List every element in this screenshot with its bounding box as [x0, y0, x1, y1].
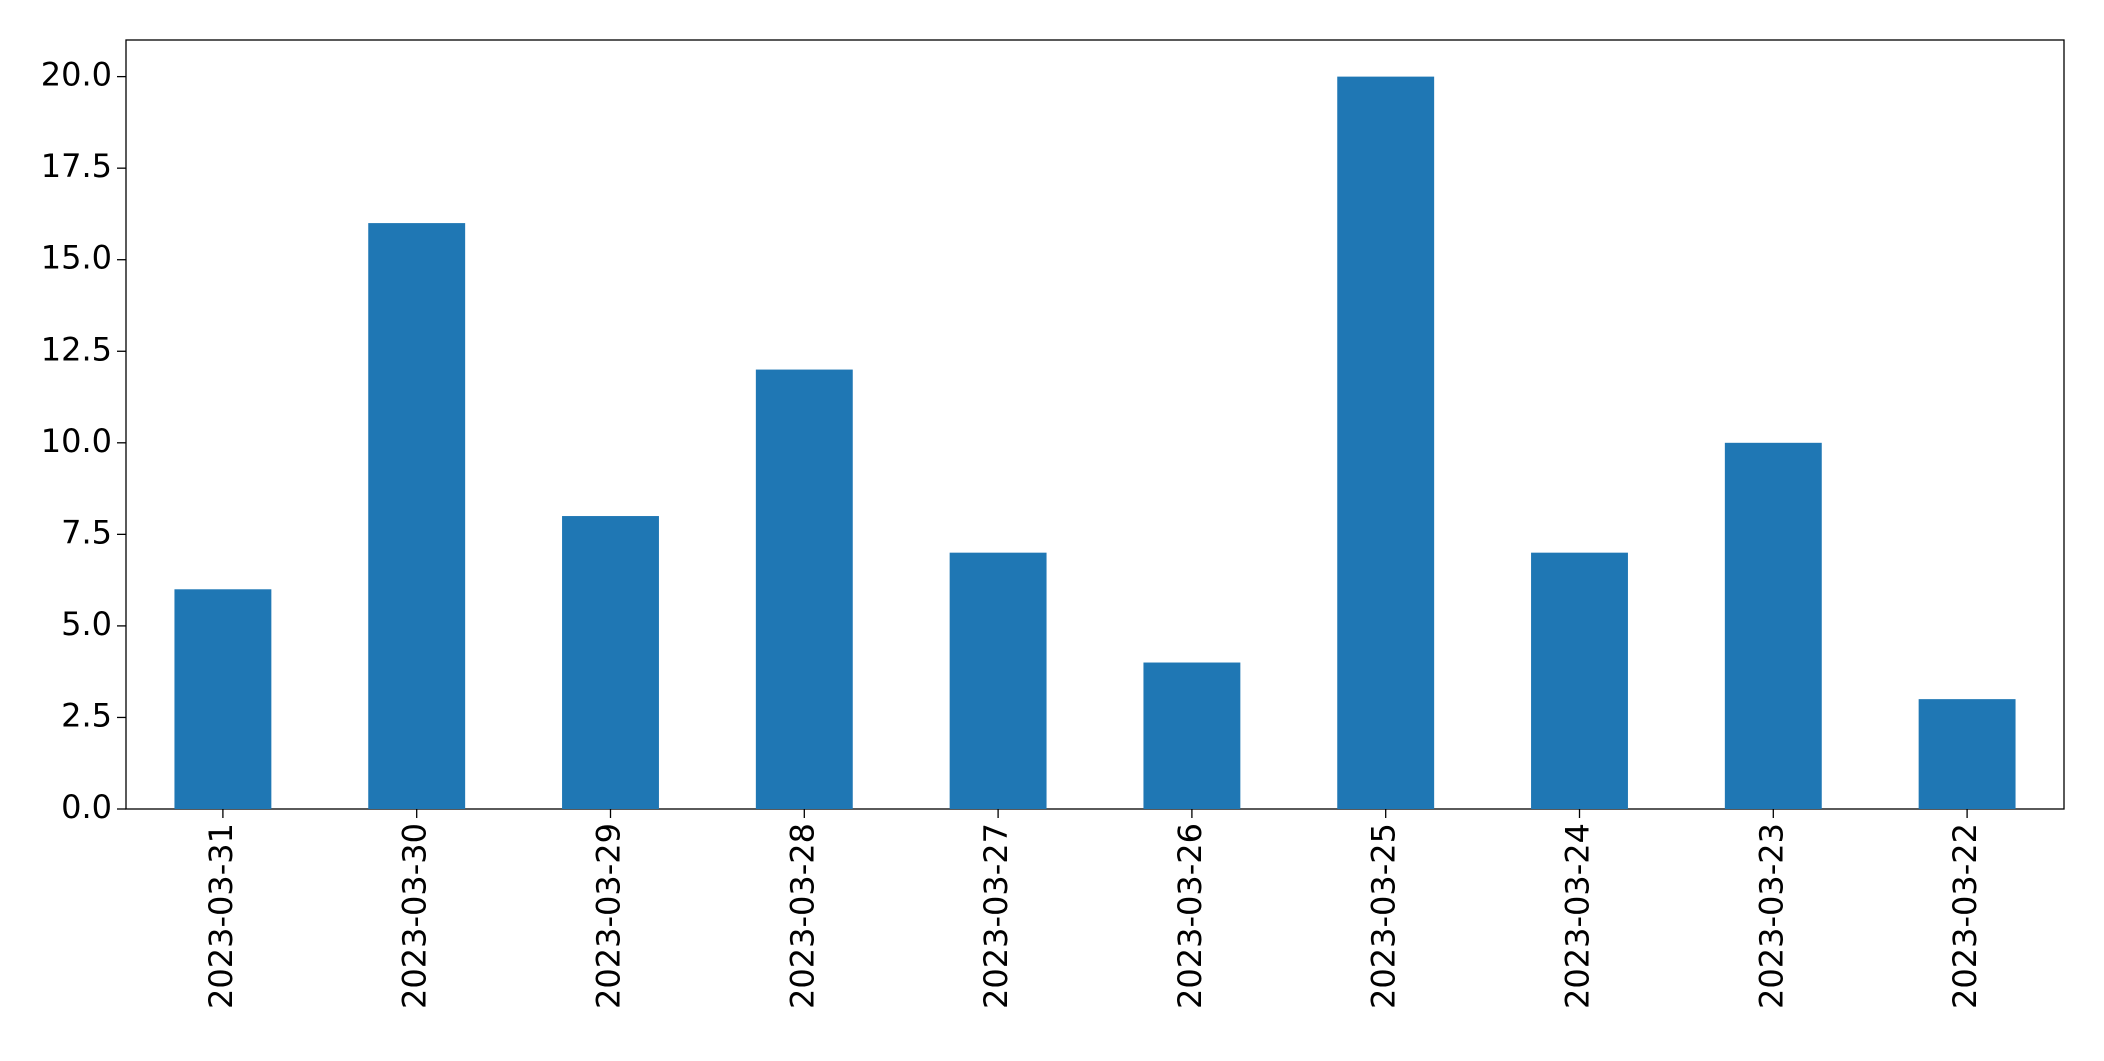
bar — [562, 516, 659, 809]
x-tick-label: 2023-03-25 — [1365, 823, 1403, 1009]
y-tick-label: 0.0 — [61, 788, 112, 826]
bar — [1724, 442, 1822, 809]
x-tick-label: 2023-03-27 — [977, 823, 1015, 1009]
x-tick-label: 2023-03-22 — [1946, 823, 1984, 1009]
x-tick-label: 2023-03-24 — [1559, 823, 1597, 1009]
y-tick-label: 12.5 — [41, 330, 112, 368]
bar — [1337, 76, 1435, 810]
bar — [174, 589, 272, 809]
bar — [1531, 552, 1628, 809]
x-tick-label: 2023-03-29 — [590, 823, 628, 1009]
x-tick-label: 2023-03-26 — [1171, 823, 1209, 1009]
x-tick-label: 2023-03-30 — [396, 823, 434, 1009]
bar — [949, 552, 1047, 809]
bar — [368, 223, 466, 810]
y-tick-label: 5.0 — [61, 605, 112, 643]
axes-frame — [125, 39, 2065, 810]
bar — [1143, 662, 1241, 809]
y-tick-label: 15.0 — [41, 239, 112, 277]
y-tick-label: 20.0 — [41, 56, 112, 94]
x-tick-label: 2023-03-28 — [783, 823, 821, 1009]
y-tick-label: 10.0 — [41, 422, 112, 460]
bar — [755, 369, 853, 809]
y-tick-label: 7.5 — [61, 513, 112, 551]
x-tick-label: 2023-03-31 — [202, 823, 240, 1009]
y-tick-label: 2.5 — [61, 696, 112, 734]
bar — [1918, 699, 2016, 809]
x-tick-label: 2023-03-23 — [1752, 823, 1790, 1009]
y-tick-label: 17.5 — [41, 147, 112, 185]
